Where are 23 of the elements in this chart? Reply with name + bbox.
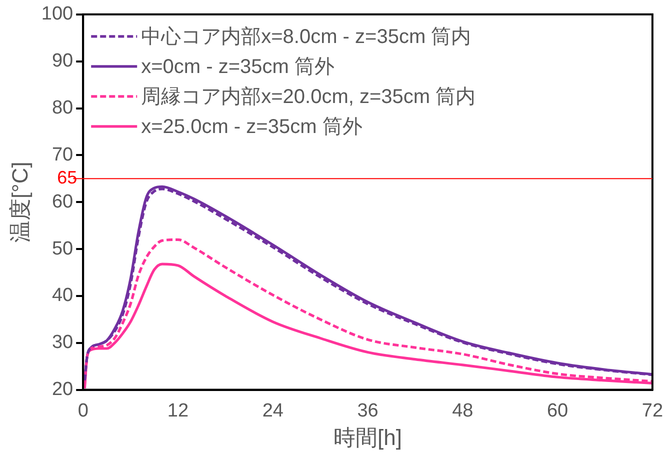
x-tick-label: 60	[546, 400, 568, 422]
y-tick-label: 70	[52, 144, 74, 166]
y-axis-title: 温度[°C]	[7, 162, 32, 243]
y-tick-label: 20	[52, 379, 74, 400]
x-tick-label: 24	[262, 400, 284, 422]
y-tick-label: 60	[52, 191, 74, 212]
x-tick-label: 0	[78, 400, 88, 422]
x-tick-label: 36	[357, 400, 378, 422]
ref-line-label: 65	[57, 168, 78, 188]
y-tick-label: 90	[52, 50, 74, 72]
y-tick-label: 50	[52, 238, 74, 260]
legend-label: x=25.0cm - z=35cm 筒外	[141, 116, 362, 138]
legend-label: 中心コア内部x=8.0cm - z=35cm 筒内	[141, 26, 472, 48]
y-tick-label: 80	[52, 97, 74, 118]
x-tick-label: 48	[452, 400, 474, 422]
x-axis-title: 時間[h]	[334, 424, 402, 450]
legend-label: 周縁コア内部x=20.0cm, z=35cm 筒内	[141, 86, 476, 108]
x-tick-label: 72	[642, 400, 664, 422]
legend-label: x=0cm - z=35cm 筒外	[141, 56, 334, 78]
x-tick-label: 12	[167, 400, 189, 422]
y-tick-label: 30	[52, 332, 74, 354]
y-tick-label: 40	[52, 285, 74, 306]
y-tick-label: 100	[41, 4, 74, 25]
